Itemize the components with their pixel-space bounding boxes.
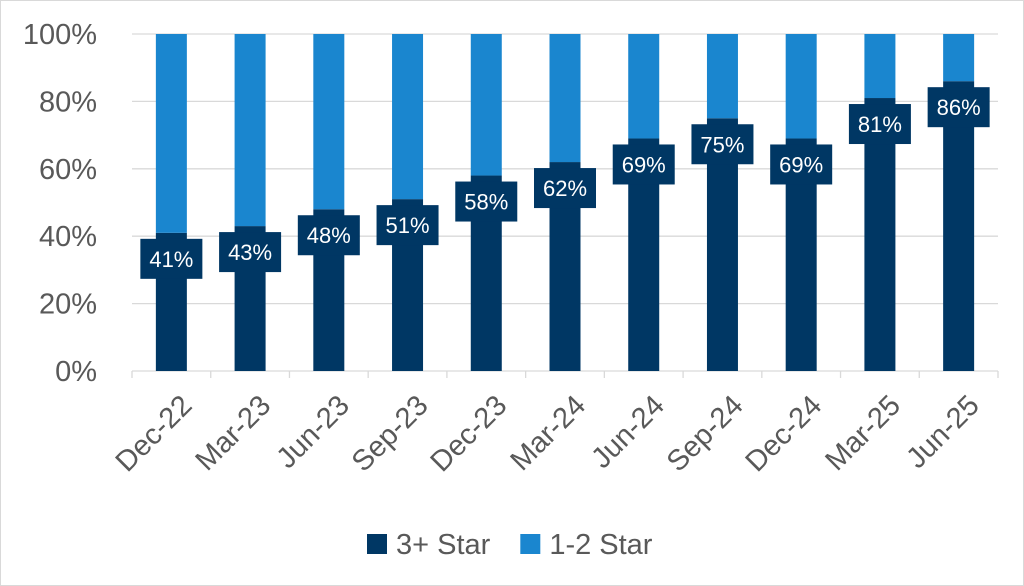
y-tick-label: 60% — [39, 154, 97, 186]
bar-1-2-star — [470, 34, 502, 176]
data-label-box — [612, 144, 675, 185]
bar-1-2-star — [628, 34, 660, 139]
bar-1-2-star — [392, 34, 424, 200]
bar-1-2-star — [785, 34, 817, 139]
x-tick-label: Jun-24 — [585, 389, 670, 474]
data-label: 48% — [307, 223, 351, 248]
legend-label: 1-2 Star — [549, 529, 652, 561]
x-tick-label: Dec-22 — [110, 389, 199, 478]
bar-1-2-star — [706, 34, 738, 119]
bar-1-2-star — [549, 34, 581, 163]
y-tick-label: 80% — [39, 86, 97, 118]
bar-1-2-star — [864, 34, 896, 99]
x-tick-label: Mar-23 — [190, 389, 278, 477]
x-tick-label: Dec-23 — [425, 389, 514, 478]
data-label: 51% — [386, 213, 430, 238]
x-tick-label: Mar-24 — [505, 389, 593, 477]
data-label: 69% — [622, 152, 666, 177]
data-label-box — [534, 168, 596, 209]
legend-label: 3+ Star — [396, 529, 491, 561]
x-tick-label: Jun-25 — [900, 389, 985, 474]
x-tick-label: Dec-24 — [740, 389, 829, 478]
data-label-box — [927, 87, 990, 128]
bar-1-2-star — [155, 34, 187, 233]
y-tick-label: 20% — [39, 289, 97, 321]
data-label-box — [140, 238, 203, 279]
x-tick-label: Jun-23 — [271, 389, 356, 474]
data-label-box — [219, 232, 282, 273]
bar-1-2-star — [943, 34, 975, 82]
data-label: 58% — [464, 190, 508, 215]
data-label-box — [376, 205, 439, 246]
bar-3-star — [943, 81, 975, 372]
bar-1-2-star — [313, 34, 345, 210]
bar-1-2-star — [234, 34, 266, 227]
data-label-box — [455, 181, 518, 222]
y-tick-label: 100% — [23, 19, 97, 51]
data-label: 86% — [937, 95, 981, 120]
x-tick-label: Mar-25 — [819, 389, 907, 477]
data-label: 81% — [858, 112, 902, 137]
data-label-box — [691, 124, 754, 165]
data-label: 69% — [779, 152, 823, 177]
data-label-box — [297, 215, 360, 256]
data-label-box — [770, 144, 833, 185]
data-label: 62% — [543, 176, 587, 201]
legend-swatch — [520, 534, 541, 554]
y-tick-label: 0% — [55, 356, 97, 388]
data-label: 43% — [228, 240, 272, 265]
x-tick-label: Sep-24 — [661, 389, 750, 478]
legend-swatch — [367, 534, 387, 554]
x-tick-label: Sep-23 — [346, 389, 435, 478]
data-label: 75% — [700, 132, 744, 157]
y-tick-label: 40% — [39, 221, 97, 253]
data-label-box — [848, 104, 911, 145]
data-label: 41% — [149, 247, 193, 272]
